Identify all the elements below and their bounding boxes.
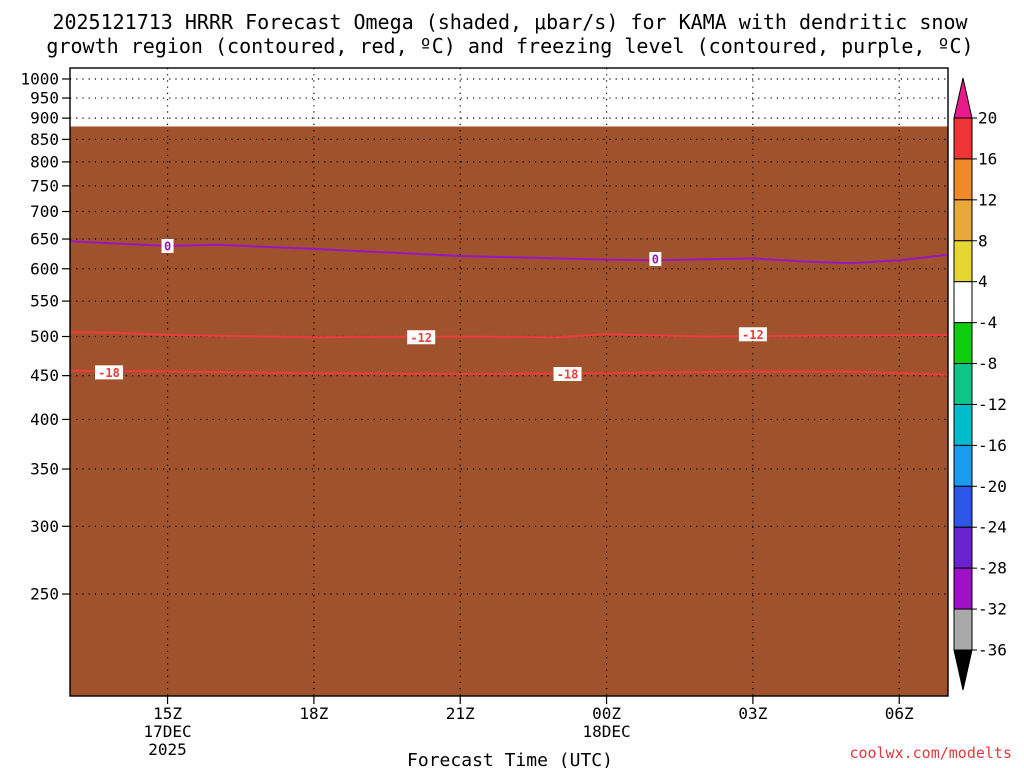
colorbar-bin--20-to--16 <box>953 444 973 487</box>
colorbar-bin-12-to-16 <box>953 158 973 201</box>
y-tick-label-800: 800 <box>30 152 59 171</box>
dgz-minus12-label-2: -12 <box>742 328 764 342</box>
dgz-minus12-label-bg-1 <box>407 330 436 345</box>
x-tick-label-03Z: 03Z <box>738 704 767 723</box>
freezing-0C-label-2: 0 <box>652 252 659 266</box>
chart-title-line2: growth region (contoured, red, ºC) and f… <box>46 34 973 58</box>
colorbar-label--24: -24 <box>978 518 1007 537</box>
plot-area: -18 -18 -12 -12 0 0 <box>69 68 949 697</box>
y-tick-label-300: 300 <box>30 517 59 536</box>
x-tick-label-00Z-line2: 18DEC <box>582 722 630 741</box>
colorbar-label-8: 8 <box>978 231 988 250</box>
colorbar-label-4: 4 <box>978 272 988 291</box>
y-tick-label-600: 600 <box>30 259 59 278</box>
y-tick-label-550: 550 <box>30 292 59 311</box>
colorbar-label--32: -32 <box>978 600 1007 619</box>
colorbar-label-20: 20 <box>978 109 997 128</box>
plot-frame <box>69 67 949 697</box>
colorbar-bin-16-to-20 <box>953 117 973 160</box>
colorbar-label--20: -20 <box>978 477 1007 496</box>
colorbar: 20 16 12 8 4 -4 -8 -12 -16 -20 -24 -28 -32 -36 <box>953 77 1007 691</box>
x-tick-label-06Z: 06Z <box>885 704 914 723</box>
colorbar-label-12: 12 <box>978 190 997 209</box>
freezing-0C-label-bg-1 <box>161 238 174 253</box>
chart-title-line1: 2025121713 HRRR Forecast Omega (shaded, … <box>52 10 968 34</box>
colorbar-label--12: -12 <box>978 395 1007 414</box>
ground-surface <box>70 126 948 697</box>
dgz-minus18-label-2: -18 <box>557 368 579 382</box>
x-tick-label-21Z: 21Z <box>446 704 475 723</box>
colorbar-bin--28-to--24 <box>953 526 973 569</box>
colorbar-bin--24-to--20 <box>953 485 973 528</box>
y-tick-label-650: 650 <box>30 230 59 249</box>
y-tick-label-900: 900 <box>30 109 59 128</box>
dgz-minus18-label-bg-2 <box>553 367 582 382</box>
dgz-minus18-label-1: -18 <box>98 366 120 380</box>
colorbar-bin--16-to--12 <box>953 403 973 446</box>
colorbar-bin-8-to-12 <box>953 199 973 242</box>
freezing-0C-contour <box>69 240 949 265</box>
y-axis: 250 300 350 400 450 500 550 600 650 700 750 800 850 9… <box>20 69 70 604</box>
y-tick-label-1000: 1000 <box>20 69 59 88</box>
y-tick-label-350: 350 <box>30 460 59 479</box>
ground-layer <box>70 126 948 697</box>
x-tick-label-00Z: 00Z <box>592 704 621 723</box>
freezing-0C-label-1: 0 <box>164 239 171 253</box>
x-tick-label-15Z-line3: 2025 <box>148 740 187 759</box>
contour-layer: -18 -18 -12 -12 0 0 <box>69 238 949 382</box>
y-tick-label-400: 400 <box>30 410 59 429</box>
dgz-minus18-contour <box>69 369 949 376</box>
x-tick-label-15Z: 15Z <box>153 704 182 723</box>
colorbar-label--16: -16 <box>978 436 1007 455</box>
colorbar-bin--12-to--8 <box>953 363 973 405</box>
y-tick-label-250: 250 <box>30 585 59 604</box>
colorbar-label--8: -8 <box>978 354 997 373</box>
y-tick-label-850: 850 <box>30 130 59 149</box>
colorbar-bin--8-to--4 <box>953 322 973 365</box>
x-axis-label: Forecast Time (UTC) <box>407 750 613 768</box>
colorbar-label--28: -28 <box>978 559 1007 578</box>
x-tick-label-15Z-line2: 17DEC <box>143 722 191 741</box>
y-tick-label-950: 950 <box>30 89 59 108</box>
colorbar-bin--36-to--32 <box>953 608 973 651</box>
dgz-minus12-label-1: -12 <box>410 331 432 345</box>
colorbar-over-triangle <box>953 77 973 119</box>
y-tick-label-500: 500 <box>30 327 59 346</box>
colorbar-label-16: 16 <box>978 149 997 168</box>
y-tick-label-700: 700 <box>30 202 59 221</box>
x-tick-label-18Z: 18Z <box>299 704 328 723</box>
freezing-0C-label-bg-2 <box>649 251 662 266</box>
colorbar-bin--4-to-4 <box>953 281 973 324</box>
y-tick-label-750: 750 <box>30 176 59 195</box>
colorbar-bin--32-to--28 <box>953 567 973 610</box>
colorbar-label--36: -36 <box>978 641 1007 660</box>
dgz-minus18-label-bg-1 <box>95 365 124 380</box>
colorbar-under-triangle <box>953 649 973 691</box>
credit-link[interactable]: coolwx.com/modelts <box>849 744 1012 762</box>
y-tick-label-450: 450 <box>30 366 59 385</box>
dgz-minus12-label-bg-2 <box>738 327 767 342</box>
colorbar-label--4: -4 <box>978 313 997 332</box>
colorbar-bin-4-to-8 <box>953 240 973 283</box>
